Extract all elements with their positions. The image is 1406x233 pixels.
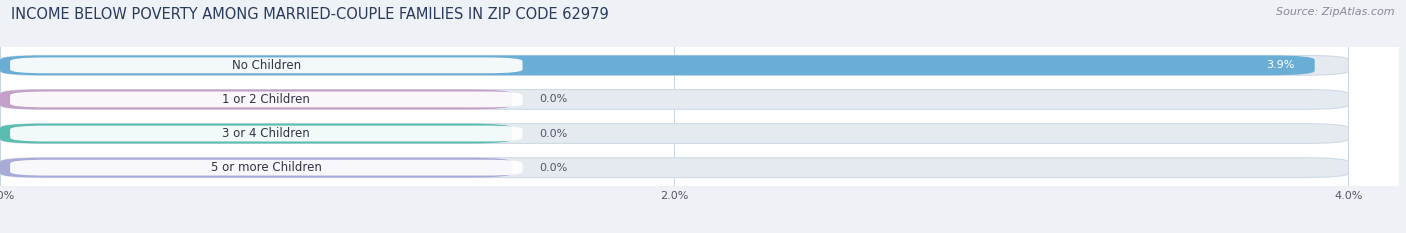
FancyBboxPatch shape bbox=[0, 55, 1348, 75]
FancyBboxPatch shape bbox=[0, 158, 1348, 178]
FancyBboxPatch shape bbox=[10, 126, 523, 141]
Text: Source: ZipAtlas.com: Source: ZipAtlas.com bbox=[1277, 7, 1395, 17]
FancyBboxPatch shape bbox=[10, 92, 523, 107]
FancyBboxPatch shape bbox=[0, 55, 1315, 75]
Text: No Children: No Children bbox=[232, 59, 301, 72]
Text: 0.0%: 0.0% bbox=[540, 94, 568, 104]
Text: 5 or more Children: 5 or more Children bbox=[211, 161, 322, 174]
FancyBboxPatch shape bbox=[0, 89, 512, 109]
Text: 0.0%: 0.0% bbox=[540, 129, 568, 139]
FancyBboxPatch shape bbox=[0, 124, 1348, 144]
Text: 3 or 4 Children: 3 or 4 Children bbox=[222, 127, 311, 140]
Text: INCOME BELOW POVERTY AMONG MARRIED-COUPLE FAMILIES IN ZIP CODE 62979: INCOME BELOW POVERTY AMONG MARRIED-COUPL… bbox=[11, 7, 609, 22]
Text: 3.9%: 3.9% bbox=[1265, 60, 1295, 70]
FancyBboxPatch shape bbox=[10, 58, 523, 73]
Text: 1 or 2 Children: 1 or 2 Children bbox=[222, 93, 311, 106]
Text: 0.0%: 0.0% bbox=[540, 163, 568, 173]
FancyBboxPatch shape bbox=[10, 160, 523, 175]
FancyBboxPatch shape bbox=[0, 158, 512, 178]
FancyBboxPatch shape bbox=[0, 124, 512, 144]
FancyBboxPatch shape bbox=[0, 89, 1348, 109]
